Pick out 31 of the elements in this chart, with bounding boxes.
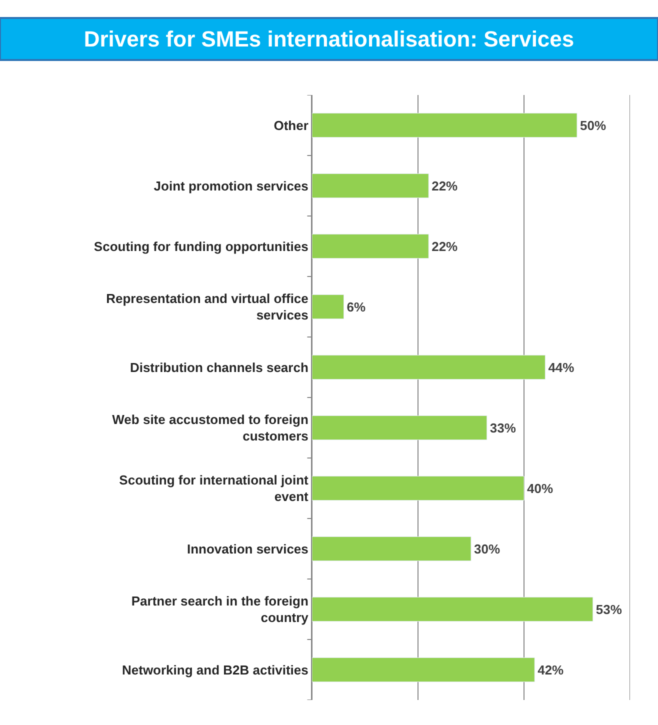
y-tick-label: Distribution channels search [130,360,308,375]
chart-title: Drivers for SMEs internationalisation: Services [84,26,574,52]
bar [312,657,535,682]
y-tick-label: Scouting for international joint event [119,472,310,504]
data-label: 22% [432,178,458,194]
bar [312,596,594,622]
y-tick-label: Partner search in the foreign country [131,593,310,626]
y-tick-label: Innovation services [187,541,308,556]
y-tick-label: Scouting for funding opportunities [94,238,308,254]
bar [312,536,472,562]
y-tick-label: Representation and virtual office services [106,290,308,323]
data-label: 53% [596,602,622,617]
data-label: 6% [346,299,366,314]
y-tick-label: Joint promotion services [154,178,308,194]
data-label: 42% [538,662,564,678]
data-label: 50% [580,118,606,133]
bar [312,173,429,198]
bar [312,234,429,259]
data-label: 33% [490,420,516,436]
y-tick-label: Other [274,118,308,133]
data-label: 22% [432,238,458,254]
bar [312,476,524,501]
bar [312,415,488,440]
data-label: 30% [474,541,500,556]
y-tick-label: Web site accustomed to foreign customers [112,412,308,444]
y-tick-label: Networking and B2B activities [122,662,308,678]
bar [312,354,546,380]
data-label: 40% [527,480,554,496]
bar [312,112,578,138]
bar [312,294,344,320]
data-label: 44% [548,360,575,375]
